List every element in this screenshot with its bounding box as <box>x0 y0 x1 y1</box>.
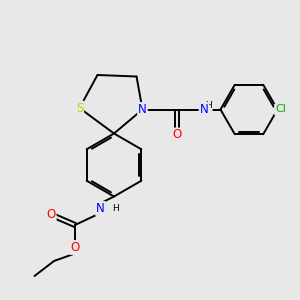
Text: N: N <box>138 103 147 116</box>
Text: O: O <box>46 208 56 221</box>
Text: S: S <box>76 101 83 115</box>
Text: O: O <box>70 241 80 254</box>
Text: H: H <box>112 204 119 213</box>
Text: N: N <box>200 103 208 116</box>
Text: N: N <box>96 202 105 215</box>
Text: O: O <box>172 128 182 142</box>
Text: H: H <box>205 101 212 110</box>
Text: Cl: Cl <box>275 104 286 115</box>
